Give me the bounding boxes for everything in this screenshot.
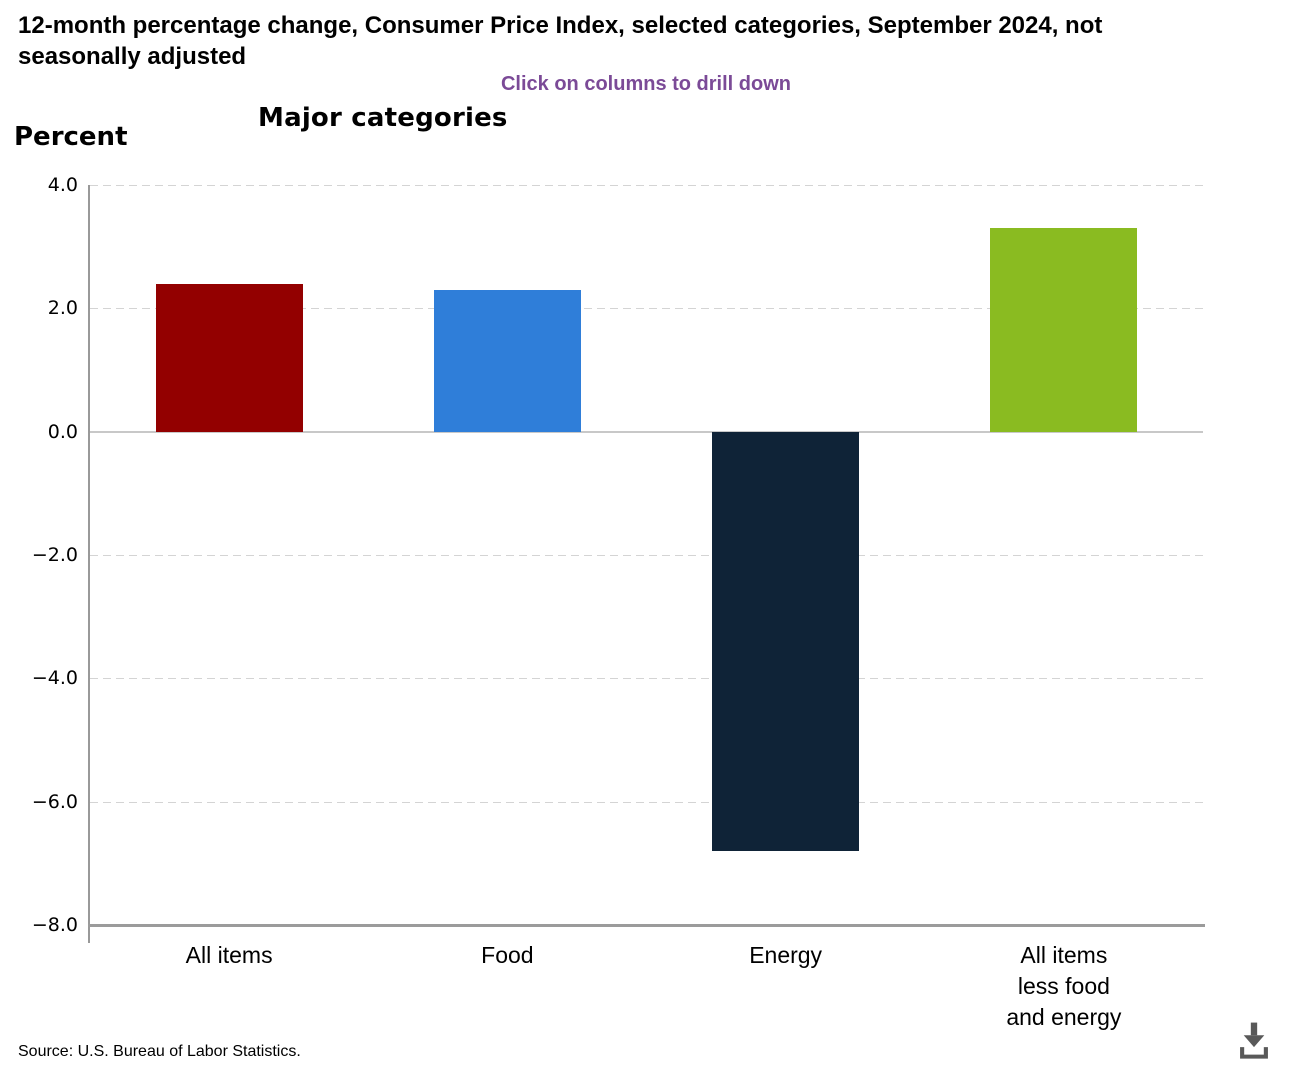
drilldown-hint: Click on columns to drill down [500,73,791,95]
y-axis-unit-label: Percent [14,122,128,152]
y-tick-label: 2.0 [47,297,78,320]
x-category-label-food: Food [481,942,534,968]
chart-title: 12-month percentage change, Consumer Pri… [18,12,1103,70]
x-axis-line [88,924,1205,927]
y-tick-label: −6.0 [31,790,78,813]
y-tick-label: −8.0 [31,914,78,936]
x-category-label-all-items-less-food-and-energy: All items less food and energy [1006,942,1122,1030]
column-energy[interactable] [712,431,860,851]
chart-heading: Major categories [258,103,508,133]
gridline [90,555,1203,556]
zero-line [90,430,1203,433]
y-tick-label: −4.0 [31,667,78,690]
download-button[interactable] [1234,1020,1274,1064]
x-category-label-energy: Energy [749,942,823,968]
gridline [90,801,1203,803]
source-note: Source: U.S. Bureau of Labor Statistics. [18,1043,301,1060]
plot-area: 4.0 2.0 0.0 −2.0 −4.0 −6.0 −8.0 All items Food En… [32,174,1205,1030]
x-category-label-all-items: All items [185,942,273,968]
y-tick-label: 0.0 [47,420,78,443]
gridline [90,308,1203,310]
column-all-items-less-food-and-energy[interactable] [990,228,1138,432]
gridline [90,185,1203,186]
gridline [90,678,1203,680]
column-all-items[interactable] [155,283,303,432]
y-tick-label: −2.0 [31,544,78,566]
y-tick-label: 4.0 [47,174,78,196]
y-axis-line [88,185,90,943]
download-icon [1235,1019,1273,1066]
column-food[interactable] [433,289,581,432]
